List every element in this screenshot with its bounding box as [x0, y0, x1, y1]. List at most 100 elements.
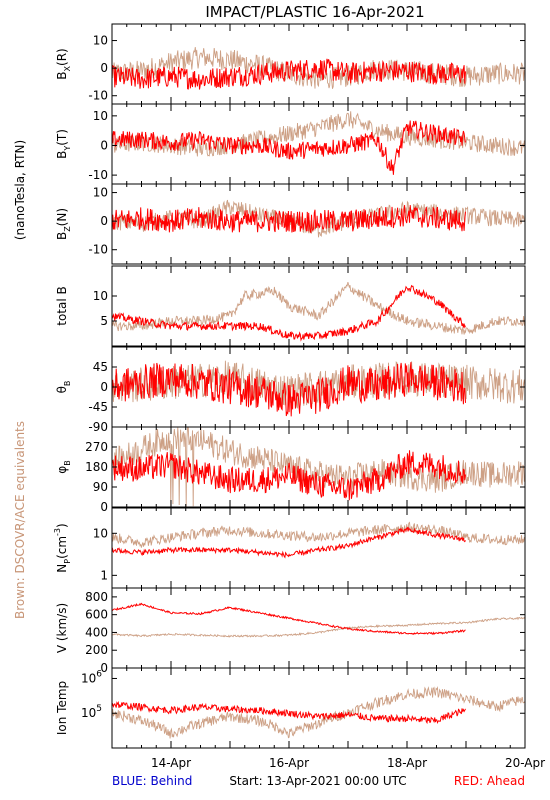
- ytick-label-theta: -90: [88, 420, 108, 434]
- ytick-label-temp: 106: [81, 669, 102, 685]
- ylabel-superscript: -3: [53, 528, 62, 536]
- panel-bx: -10 0 10 BX(R): [55, 23, 526, 105]
- series-brown-bx: [112, 47, 525, 89]
- ylabel-tail: (R): [55, 48, 69, 66]
- ylabel-subscript: Z: [63, 226, 72, 232]
- ylabel-btot: total B: [55, 286, 69, 326]
- ylabel-tail: (cm: [55, 536, 69, 559]
- series-group-by: [112, 111, 525, 175]
- series-red-v: [112, 602, 466, 636]
- ylabel-subscript: B: [63, 460, 72, 466]
- ylabel-theta: θB: [55, 381, 72, 394]
- ytick-label-v: 600: [85, 608, 108, 622]
- series-red-temp: [112, 700, 466, 725]
- series-group-temp: [112, 686, 525, 739]
- ytick-label-theta: 45: [93, 360, 108, 374]
- ytick-label-phi: 270: [85, 440, 108, 454]
- panel-bz: -10 0 10 BZ(N): [55, 183, 526, 265]
- series-group-v: [112, 602, 525, 638]
- footer-red-label: RED: Ahead: [454, 774, 525, 788]
- series-group-phi: [112, 427, 525, 507]
- series-brown-temp: [112, 686, 525, 739]
- ylabel-by: BY(T): [55, 129, 72, 159]
- panel-theta: -90 -45 0 45 θB: [55, 346, 526, 434]
- ytick-label-bx: 0: [100, 61, 108, 75]
- ytick-label-by: -10: [88, 168, 108, 182]
- ytick-label-theta: -45: [88, 400, 108, 414]
- ylabel-subscript: B: [63, 381, 72, 387]
- series-red-theta: [112, 362, 466, 417]
- ylabel-bz: BZ(N): [55, 208, 72, 240]
- panel-v: 0 200 400 600 800 V (km/s): [55, 587, 526, 675]
- ytick-label-v: 200: [85, 643, 108, 657]
- frame-v: [111, 587, 526, 669]
- ytick-label-phi: 180: [85, 460, 108, 474]
- series-brown-phi: [112, 427, 525, 507]
- figure-title: IMPACT/PLASTIC 16-Apr-2021: [205, 3, 424, 21]
- ylabel-base: N: [55, 564, 69, 573]
- series-red-bz: [112, 205, 466, 234]
- series-red-bx: [112, 58, 466, 90]
- series-group-bx: [112, 47, 525, 90]
- xtick-label: 18-Apr: [387, 756, 427, 770]
- ytick-label-phi: 90: [93, 480, 108, 494]
- panel-by: -10 0 10 BY(T): [55, 103, 526, 185]
- ytick-label-exponent: 6: [96, 669, 102, 679]
- ytick-label-bz: -10: [88, 243, 108, 257]
- ylabel-v: V (km/s): [55, 603, 69, 653]
- ylabel-base: θ: [55, 386, 69, 393]
- ytick-label-bz: 10: [93, 186, 108, 200]
- ylabel-subscript: Y: [63, 146, 72, 152]
- ylabel-temp: Ion Temp: [55, 681, 69, 735]
- series-red-by: [112, 120, 466, 175]
- ylabel-tail: (N): [55, 208, 69, 226]
- ylabel-subscript: P: [63, 559, 72, 564]
- xtick-label: 16-Apr: [269, 756, 309, 770]
- series-brown-bz: [112, 199, 525, 238]
- ytick-label-theta: 0: [100, 380, 108, 394]
- ytick-label-btot: 5: [100, 314, 108, 328]
- ylabel-close: ): [55, 523, 69, 528]
- ytick-label-v: 800: [85, 590, 108, 604]
- ytick-label-np: 10: [93, 526, 108, 540]
- series-brown-btot: [112, 281, 525, 335]
- ylabel-base: B: [55, 151, 69, 159]
- ytick-label-bx: 10: [93, 34, 108, 48]
- ytick-label-by: 0: [100, 138, 108, 152]
- brown-legend-label: Brown: DSCOVR/ACE equivalents: [13, 421, 27, 619]
- ytick-label-np: 1: [100, 568, 108, 582]
- ytick-label-bz: 0: [100, 214, 108, 228]
- series-red-btot: [112, 284, 466, 342]
- xtick-label: 14-Apr: [151, 756, 191, 770]
- xtick-label: 20-Apr: [505, 756, 545, 770]
- ylabel-tail: (T): [55, 129, 69, 146]
- ytick-label-v: 400: [85, 625, 108, 639]
- ylabel-base: B: [55, 71, 69, 79]
- ytick-label-v: 0: [100, 661, 108, 675]
- panel-np: 1 10 NP(cm-3): [53, 507, 526, 589]
- footer-blue-label: BLUE: Behind: [112, 774, 192, 788]
- panel-phi: 0 90 180 270 φB: [55, 426, 526, 514]
- ytick-label-btot: 10: [93, 289, 108, 303]
- units-label: (nanoTesla, RTN): [13, 140, 27, 240]
- ylabel-bx: BX(R): [55, 48, 72, 79]
- ylabel-base: B: [55, 232, 69, 240]
- ylabel-base: φ: [55, 466, 69, 474]
- footer-start-label: Start: 13-Apr-2021 00:00 UTC: [229, 774, 406, 788]
- series-group-btot: [112, 281, 525, 342]
- series-red-phi: [112, 450, 466, 501]
- series-brown-theta: [112, 360, 525, 410]
- ylabel-np: NP(cm-3): [53, 523, 72, 572]
- ylabel-phi: φB: [55, 460, 72, 473]
- ytick-label-exponent: 5: [96, 704, 102, 714]
- series-brown-v: [112, 616, 525, 638]
- ytick-label-bx: -10: [88, 89, 108, 103]
- panels-group: -10010BX(R)-10010BY(T)-10010BZ(N)510tota…: [53, 23, 545, 770]
- series-group-bz: [112, 199, 525, 238]
- ylabel-subscript: X: [63, 65, 72, 71]
- series-brown-np: [112, 521, 525, 548]
- series-red-np: [112, 526, 466, 559]
- ytick-label-phi: 0: [100, 500, 108, 514]
- series-group-np: [112, 521, 525, 559]
